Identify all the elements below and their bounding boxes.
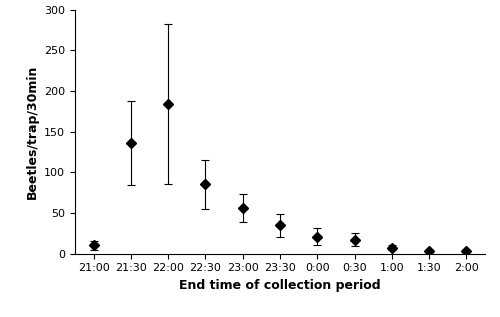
Y-axis label: Beetles/trap/30min: Beetles/trap/30min: [26, 64, 38, 199]
X-axis label: End time of collection period: End time of collection period: [179, 279, 381, 292]
